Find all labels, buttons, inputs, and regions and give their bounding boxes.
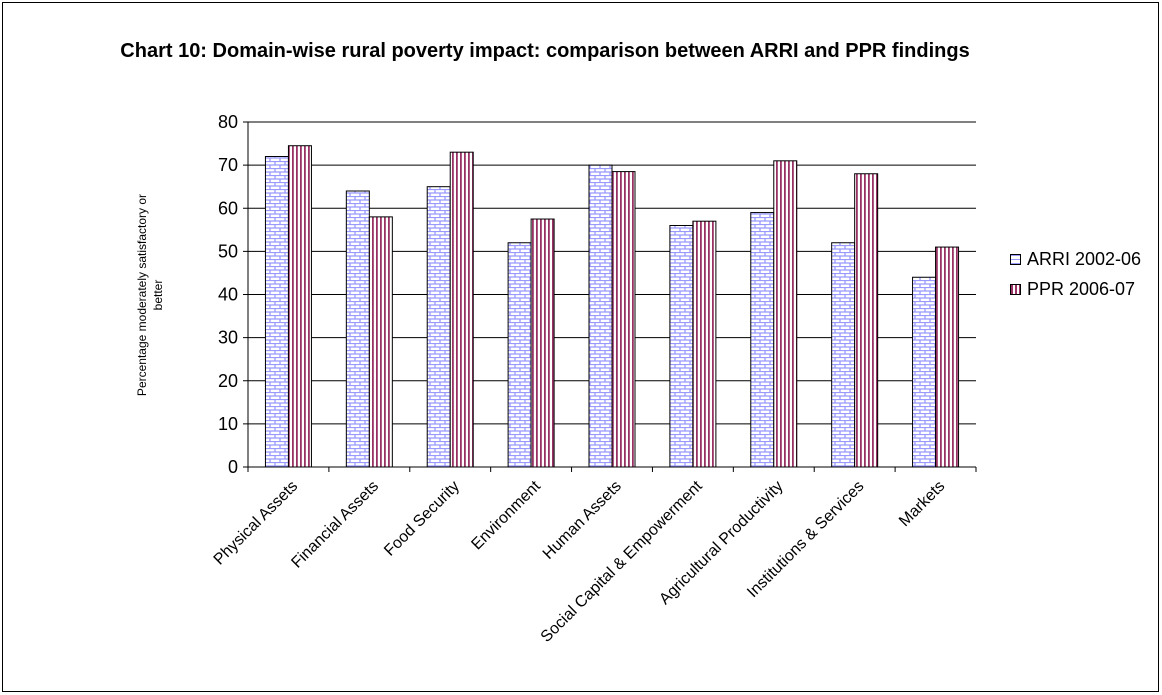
legend-label-arri: ARRI 2002-06 bbox=[1027, 248, 1142, 269]
y-tick-label: 0 bbox=[228, 457, 238, 477]
bar-arri bbox=[426, 186, 451, 468]
legend-swatch-arri bbox=[1010, 253, 1021, 265]
x-tick-label: Financial Assets bbox=[288, 478, 382, 572]
y-tick-label: 30 bbox=[218, 328, 238, 348]
y-tick-label: 60 bbox=[218, 198, 238, 218]
bar-arri bbox=[669, 225, 694, 468]
y-tick-label: 50 bbox=[218, 241, 238, 261]
bar-ppr bbox=[611, 171, 636, 468]
y-tick-label: 80 bbox=[218, 112, 238, 132]
y-tick-label: 40 bbox=[218, 285, 238, 305]
chart-title: Chart 10: Domain-wise rural poverty impa… bbox=[120, 40, 970, 62]
bar-arri bbox=[912, 276, 937, 468]
bars bbox=[264, 145, 960, 468]
bar-arri bbox=[507, 242, 532, 468]
y-tick-labels: 0 10 20 30 40 50 60 70 80 bbox=[218, 112, 238, 477]
legend-label-ppr: PPR 2006-07 bbox=[1027, 278, 1136, 299]
axes bbox=[243, 121, 977, 472]
y-tick-label: 20 bbox=[218, 371, 238, 391]
bar-arri bbox=[750, 212, 775, 468]
x-tick-label: Physical Assets bbox=[211, 478, 302, 569]
x-tick-label: Environment bbox=[468, 477, 544, 553]
bar-ppr bbox=[935, 246, 960, 468]
bar-arri bbox=[264, 156, 289, 468]
x-tick-label: Social Capital & Empowerment bbox=[538, 477, 706, 645]
y-tick-label: 70 bbox=[218, 155, 238, 175]
bar-ppr bbox=[854, 173, 879, 468]
legend-item-ppr: PPR 2006-07 bbox=[1010, 274, 1141, 304]
legend-item-arri: ARRI 2002-06 bbox=[1010, 244, 1141, 274]
x-tick-label: Human Assets bbox=[540, 478, 625, 563]
bar-ppr bbox=[530, 218, 555, 468]
y-tick-label: 10 bbox=[218, 414, 238, 434]
bar-ppr bbox=[287, 145, 312, 468]
bar-ppr bbox=[368, 216, 393, 468]
x-tick-label: Markets bbox=[896, 478, 948, 530]
legend-swatch-ppr bbox=[1010, 283, 1021, 295]
bar-ppr bbox=[449, 151, 474, 468]
bar-arri bbox=[588, 164, 613, 468]
x-tick-label: Food Security bbox=[381, 478, 463, 560]
bar-arri bbox=[831, 242, 856, 468]
bar-ppr bbox=[773, 160, 798, 468]
bar-arri bbox=[345, 190, 370, 468]
bar-ppr bbox=[692, 220, 717, 468]
legend: ARRI 2002-06 PPR 2006-07 bbox=[1010, 244, 1141, 304]
